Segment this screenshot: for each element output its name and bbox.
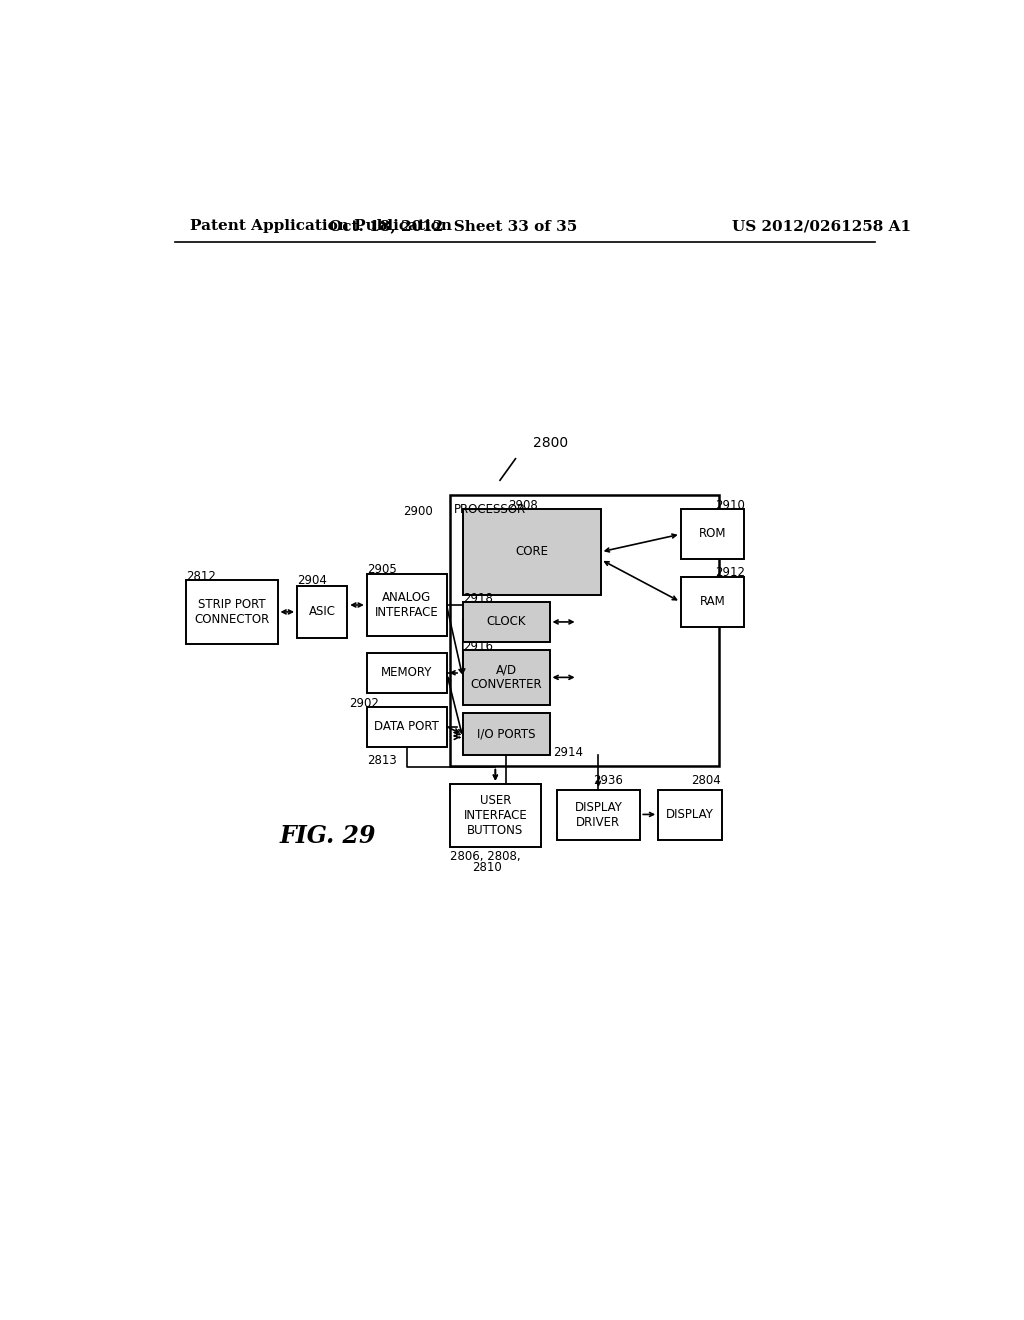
Text: 2806, 2808,: 2806, 2808, bbox=[450, 850, 520, 863]
Text: 2900: 2900 bbox=[403, 506, 433, 517]
Text: 2812: 2812 bbox=[186, 570, 216, 583]
Bar bbox=[186, 581, 278, 644]
Text: ANALOG
INTERFACE: ANALOG INTERFACE bbox=[375, 591, 438, 619]
Text: FIG. 29: FIG. 29 bbox=[280, 824, 376, 847]
Bar bbox=[463, 602, 550, 642]
Text: 2914: 2914 bbox=[553, 746, 583, 759]
Text: ASIC: ASIC bbox=[308, 606, 336, 619]
Bar bbox=[658, 789, 722, 840]
Bar bbox=[463, 649, 550, 705]
Text: Oct. 18, 2012  Sheet 33 of 35: Oct. 18, 2012 Sheet 33 of 35 bbox=[330, 219, 578, 234]
Text: 2936: 2936 bbox=[593, 775, 623, 788]
Text: A/D
CONVERTER: A/D CONVERTER bbox=[470, 664, 542, 692]
Text: DATA PORT: DATA PORT bbox=[374, 721, 439, 733]
Text: USER
INTERFACE
BUTTONS: USER INTERFACE BUTTONS bbox=[464, 793, 527, 837]
Text: 2902: 2902 bbox=[349, 697, 379, 710]
Bar bbox=[297, 586, 347, 638]
Bar bbox=[681, 577, 744, 627]
Bar bbox=[367, 574, 446, 636]
Text: 2810: 2810 bbox=[472, 862, 502, 874]
Text: STRIP PORT
CONNECTOR: STRIP PORT CONNECTOR bbox=[195, 598, 269, 626]
Bar bbox=[557, 789, 640, 840]
Bar bbox=[450, 495, 719, 766]
Text: 2905: 2905 bbox=[367, 564, 396, 577]
Text: Patent Application Publication: Patent Application Publication bbox=[190, 219, 452, 234]
Text: 2908: 2908 bbox=[508, 499, 538, 512]
Bar bbox=[450, 784, 541, 847]
Text: 2912: 2912 bbox=[715, 566, 744, 579]
Bar bbox=[367, 653, 446, 693]
Text: 2904: 2904 bbox=[297, 574, 327, 587]
Text: 2916: 2916 bbox=[463, 640, 493, 652]
Text: 2918: 2918 bbox=[463, 591, 493, 605]
Text: DISPLAY
DRIVER: DISPLAY DRIVER bbox=[574, 801, 623, 829]
Text: RAM: RAM bbox=[699, 595, 725, 609]
Text: PROCESSOR: PROCESSOR bbox=[454, 503, 525, 516]
Text: DISPLAY: DISPLAY bbox=[666, 808, 714, 821]
Text: CLOCK: CLOCK bbox=[486, 615, 526, 628]
Text: US 2012/0261258 A1: US 2012/0261258 A1 bbox=[732, 219, 911, 234]
Bar bbox=[463, 713, 550, 755]
Text: 2910: 2910 bbox=[715, 499, 744, 512]
Text: MEMORY: MEMORY bbox=[381, 667, 432, 680]
Text: 2800: 2800 bbox=[532, 437, 567, 450]
Text: 2804: 2804 bbox=[691, 775, 721, 788]
Text: I/O PORTS: I/O PORTS bbox=[477, 727, 536, 741]
Text: ROM: ROM bbox=[698, 527, 726, 540]
Text: CORE: CORE bbox=[515, 545, 548, 558]
Bar bbox=[367, 706, 446, 747]
Bar bbox=[463, 508, 601, 595]
Text: 2813: 2813 bbox=[367, 754, 396, 767]
Bar bbox=[681, 508, 744, 558]
